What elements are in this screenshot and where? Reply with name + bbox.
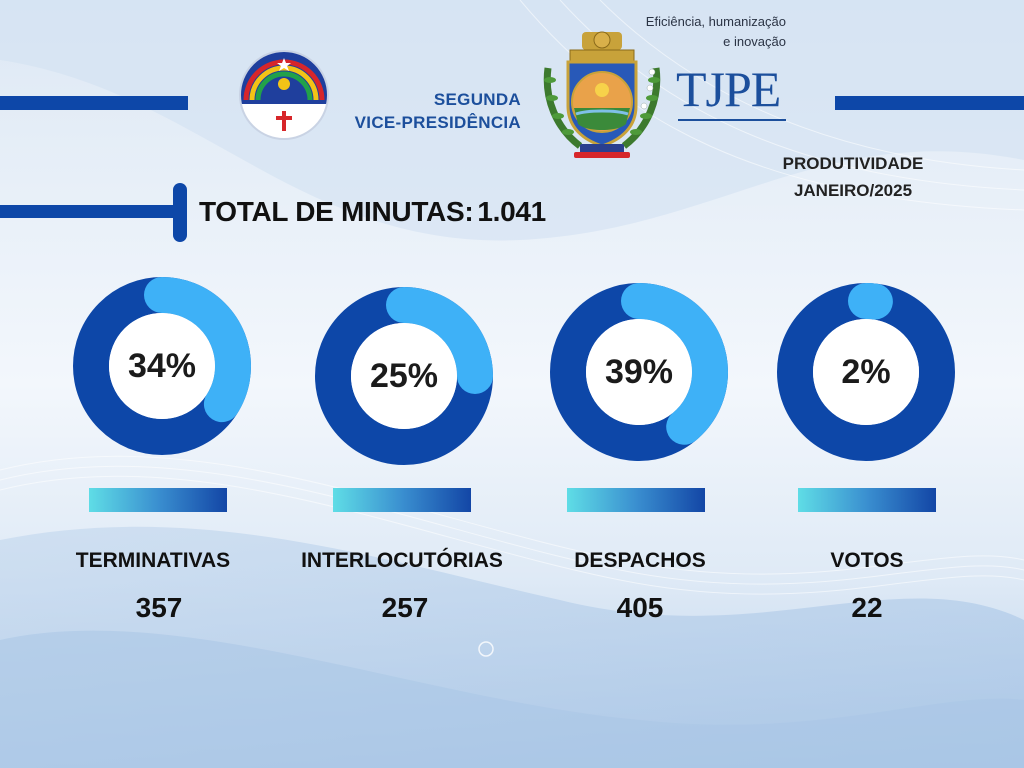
category-label: TERMINATIVAS [75, 549, 231, 572]
category-label: VOTOS [830, 549, 904, 572]
donut-svg [315, 287, 493, 465]
header-rule-left [0, 96, 188, 110]
report-period: PRODUTIVIDADE JANEIRO/2025 [738, 150, 968, 204]
gradient-bar-interlocutorias [333, 488, 471, 512]
donut-hole [351, 323, 457, 429]
header-rule-right [835, 96, 1024, 110]
donut-svg [73, 277, 251, 455]
donut-votos: 2% [776, 282, 956, 462]
donut-hole [813, 319, 919, 425]
donut-svg [777, 283, 955, 461]
gradient-bar-despachos [567, 488, 705, 512]
report-title: PRODUTIVIDADE [782, 154, 924, 173]
tjpe-logo-text: TJPE [676, 61, 781, 117]
court-crest-logo [543, 31, 661, 158]
total-value: 1.041 [477, 196, 546, 227]
donut-slice-despachos [550, 283, 728, 461]
tjpe-logo-underline [678, 119, 786, 121]
donut-interlocutorias: 25% [314, 286, 494, 466]
gradient-bar-votos [798, 488, 936, 512]
department-line-2: VICE-PRESIDÊNCIA [354, 113, 521, 132]
donut-hole [586, 319, 692, 425]
donut-slice-votos [777, 283, 955, 461]
donut-slice-interlocutórias [315, 287, 493, 465]
total-rule [0, 205, 178, 218]
total-minutas: TOTAL DE MINUTAS: 1.041 [199, 196, 550, 228]
report-month: JANEIRO/2025 [793, 181, 913, 200]
donut-despachos: 39% [549, 282, 729, 462]
category-label: INTERLOCUTÓRIAS [301, 549, 503, 572]
tagline: Eficiência, humanização e inovação [600, 12, 786, 52]
tagline-line-1: Eficiência, humanização [645, 14, 786, 29]
tagline-line-2: e inovação [723, 34, 786, 49]
percent-label: 25% [369, 356, 439, 395]
department-name: SEGUNDA VICE-PRESIDÊNCIA [281, 88, 521, 134]
donut-hole [109, 313, 215, 419]
department-line-1: SEGUNDA [433, 90, 521, 109]
percent-label: 39% [604, 352, 674, 391]
percent-label: 34% [127, 346, 197, 385]
total-label: TOTAL DE MINUTAS: [199, 196, 474, 227]
total-rule-cap [173, 183, 187, 242]
donut-terminativas: 34% [72, 276, 252, 456]
donut-svg [550, 283, 728, 461]
value-label: 357 [135, 592, 183, 623]
value-label: 405 [616, 592, 664, 623]
value-label: 22 [851, 592, 883, 623]
gradient-bar-terminativas [89, 488, 227, 512]
value-label: 257 [381, 592, 429, 623]
percent-label: 2% [841, 352, 891, 391]
pernambuco-flag-logo [239, 50, 329, 140]
category-label: DESPACHOS [574, 549, 706, 572]
donut-slice-terminativas [73, 277, 251, 455]
